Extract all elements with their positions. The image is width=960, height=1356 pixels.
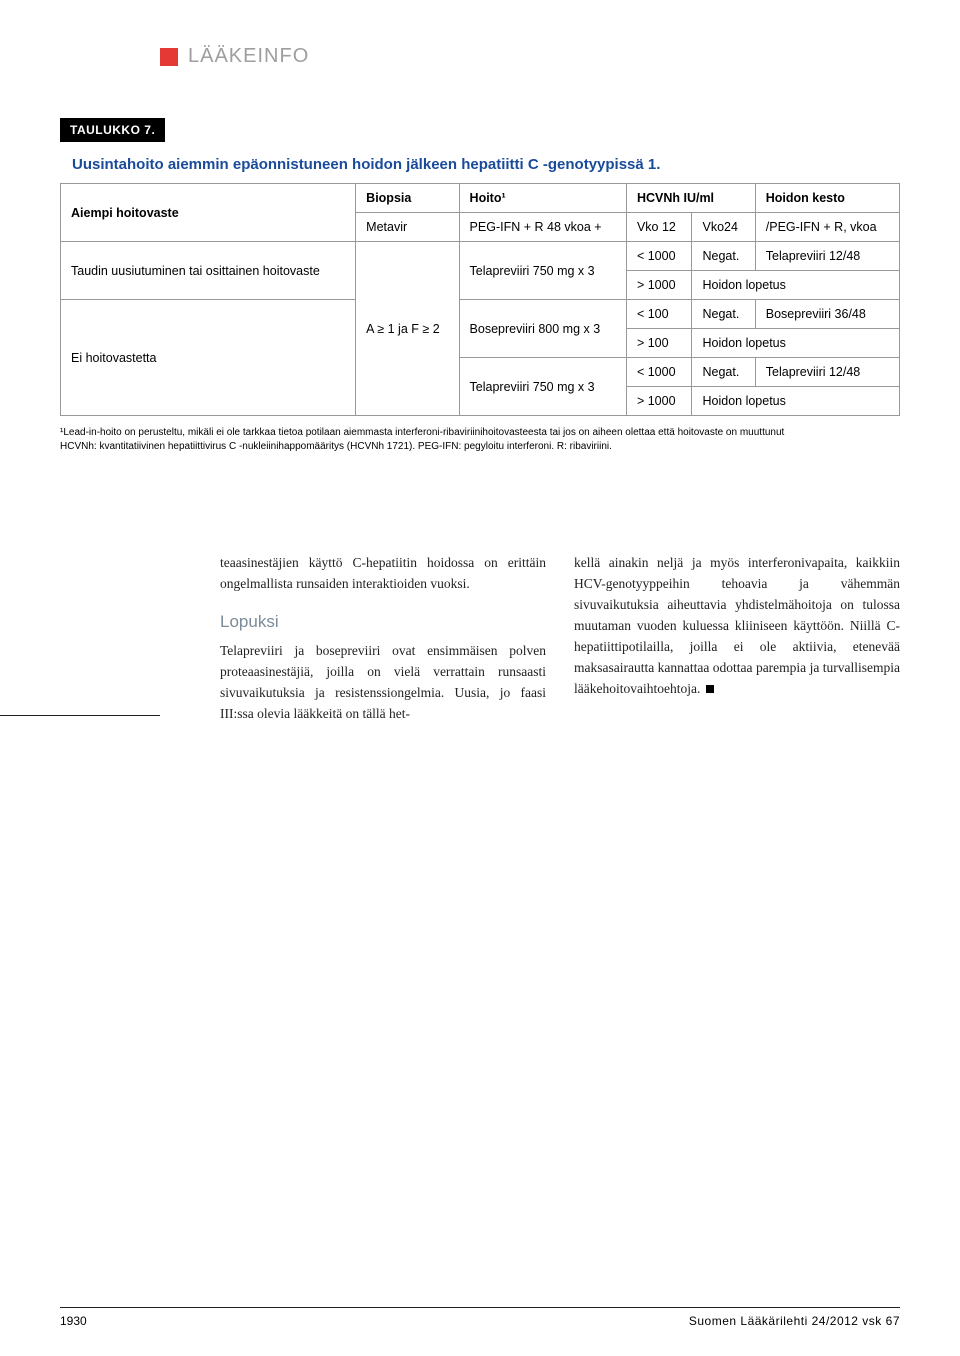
body-columns: teaasinestäjien käyttö C-hepatiitin hoid… [220, 553, 900, 725]
cell-kesto-val: /PEG-IFN + R, vkoa [755, 213, 899, 242]
margin-rule [0, 715, 160, 716]
column-left: teaasinestäjien käyttö C-hepatiitin hoid… [220, 553, 546, 725]
section-label: LÄÄKEINFO [188, 45, 309, 68]
footer-page-number: 1930 [60, 1314, 87, 1328]
section-marker-icon [160, 48, 178, 66]
cell-h-kesto: Hoidon kesto [755, 184, 899, 213]
cell-vko12: Vko 12 [626, 213, 692, 242]
cell: > 1000 [626, 387, 692, 416]
table-tag: TAULUKKO 7. [60, 118, 165, 142]
cell-h-biopsia: Biopsia [356, 184, 459, 213]
table-row: Ei hoitovastetta Bosepreviiri 800 mg x 3… [61, 300, 900, 329]
cell: Negat. [692, 300, 755, 329]
page-footer: 1930 Suomen Lääkärilehti 24/2012 vsk 67 [60, 1307, 900, 1328]
table-footnote: ¹Lead-in-hoito on perusteltu, mikäli ei … [60, 426, 900, 453]
cell-taudin: Taudin uusiutuminen tai osittainen hoito… [61, 242, 356, 300]
cell: Hoidon lopetus [692, 329, 900, 358]
cell-metavir: Metavir [356, 213, 459, 242]
table-block: TAULUKKO 7. Uusintahoito aiemmin epäonni… [60, 118, 900, 453]
cell-vko24: Vko24 [692, 213, 755, 242]
cell: < 1000 [626, 358, 692, 387]
footer-publication: Suomen Lääkärilehti 24/2012 vsk 67 [689, 1314, 900, 1328]
cell: Telapreviiri 12/48 [755, 242, 899, 271]
cell-bose: Bosepreviiri 800 mg x 3 [459, 300, 626, 358]
cell: > 100 [626, 329, 692, 358]
cell: Telapreviiri 12/48 [755, 358, 899, 387]
cell: Hoidon lopetus [692, 271, 900, 300]
cell: > 1000 [626, 271, 692, 300]
cell-h-hoito: Hoito¹ [459, 184, 626, 213]
cell: Bosepreviiri 36/48 [755, 300, 899, 329]
cell: Hoidon lopetus [692, 387, 900, 416]
cell-tela1: Telapreviiri 750 mg x 3 [459, 242, 626, 300]
subheading-lopuksi: Lopuksi [220, 609, 546, 635]
paragraph: Telapreviiri ja bosepreviiri ovat ensimm… [220, 641, 546, 725]
end-mark-icon [706, 685, 714, 693]
cell-aiempi: Aiempi hoitovaste [61, 184, 356, 242]
paragraph: teaasinestäjien käyttö C-hepatiitin hoid… [220, 553, 546, 595]
treatment-table: Aiempi hoitovaste Biopsia Hoito¹ HCVNh I… [60, 183, 900, 416]
table-row: Taudin uusiutuminen tai osittainen hoito… [61, 242, 900, 271]
cell: < 1000 [626, 242, 692, 271]
column-right: kellä ainakin neljä ja myös interferoniv… [574, 553, 900, 725]
cell: Negat. [692, 242, 755, 271]
paragraph: kellä ainakin neljä ja myös interferoniv… [574, 553, 900, 699]
table-header-row: Aiempi hoitovaste Biopsia Hoito¹ HCVNh I… [61, 184, 900, 213]
cell-h-hcvnh: HCVNh IU/ml [626, 184, 755, 213]
section-header: LÄÄKEINFO [160, 45, 900, 68]
cell: Negat. [692, 358, 755, 387]
cell-pegifn: PEG-IFN + R 48 vkoa + [459, 213, 626, 242]
cell-eihoito: Ei hoitovastetta [61, 300, 356, 416]
cell-a1f2: A ≥ 1 ja F ≥ 2 [356, 242, 459, 416]
cell: < 100 [626, 300, 692, 329]
paragraph-text: kellä ainakin neljä ja myös interferoniv… [574, 555, 900, 696]
table-title: Uusintahoito aiemmin epäonnistuneen hoid… [60, 142, 900, 183]
cell-tela2: Telapreviiri 750 mg x 3 [459, 358, 626, 416]
